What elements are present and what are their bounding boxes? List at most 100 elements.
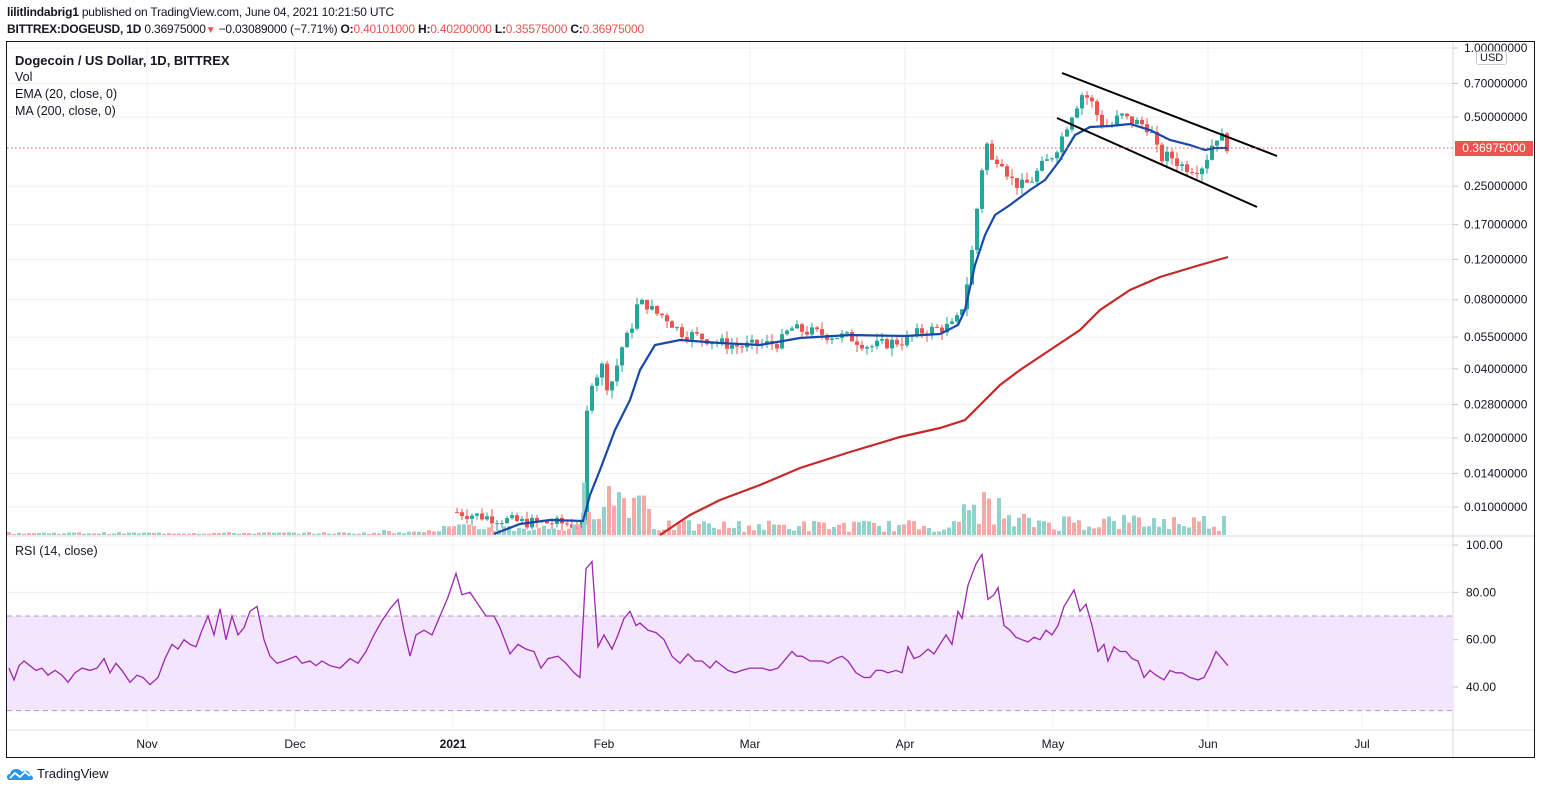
candle-down xyxy=(605,363,609,391)
channel-lower-trendline[interactable] xyxy=(1056,117,1258,208)
candle-up xyxy=(495,523,499,525)
volume-bar xyxy=(952,521,956,535)
legend-rsi[interactable]: RSI (14, close) xyxy=(15,544,98,558)
legend-title[interactable]: Dogecoin / US Dollar, 1D, BITTREX xyxy=(15,53,230,68)
currency-badge[interactable]: USD xyxy=(1476,51,1508,65)
volume-bar xyxy=(27,533,31,535)
volume-bar xyxy=(847,531,851,535)
volume-bar xyxy=(32,533,36,535)
candle-up xyxy=(630,328,634,333)
main-pane-legend: Dogecoin / US Dollar, 1D, BITTREX Vol EM… xyxy=(15,52,230,120)
volume-bar xyxy=(147,532,151,535)
candle-down xyxy=(1000,163,1004,167)
candle-up xyxy=(470,515,474,519)
volume-bar xyxy=(437,531,441,535)
volume-bar xyxy=(852,521,856,535)
volume-bar xyxy=(292,532,296,535)
volume-bar xyxy=(22,533,26,535)
candle-up xyxy=(500,523,504,525)
tradingview-cloud-icon xyxy=(7,768,33,780)
volume-bar xyxy=(702,521,706,535)
volume-bar xyxy=(1047,522,1051,535)
volume-bar xyxy=(1087,526,1091,535)
volume-bar xyxy=(182,533,186,535)
candle-up xyxy=(1050,158,1054,160)
candle-down xyxy=(885,339,889,349)
volume-bar xyxy=(427,530,431,535)
volume-bar xyxy=(842,522,846,535)
candle-up xyxy=(930,326,934,336)
volume-bar xyxy=(602,506,606,535)
volume-bar xyxy=(887,520,891,535)
candle-up xyxy=(625,332,629,348)
candle-up xyxy=(615,365,619,382)
candle-down xyxy=(735,345,739,347)
candle-up xyxy=(970,249,974,285)
volume-bar xyxy=(937,531,941,535)
candle-down xyxy=(895,339,899,345)
volume-bar xyxy=(592,519,596,535)
tradingview-logo[interactable]: TradingView xyxy=(7,766,109,781)
candle-up xyxy=(730,345,734,349)
volume-bar xyxy=(112,533,116,535)
candle-up xyxy=(915,328,919,336)
volume-bar xyxy=(1117,529,1121,535)
candle-up xyxy=(485,516,489,520)
volume-bar xyxy=(762,529,766,535)
legend-ma[interactable]: MA (200, close, 0) xyxy=(15,104,116,118)
low-value: 0.35575000 xyxy=(505,22,568,36)
candle-up xyxy=(520,518,524,522)
volume-bar xyxy=(632,497,636,535)
candle-down xyxy=(815,327,819,330)
volume-bar xyxy=(217,532,221,535)
candle-up xyxy=(795,324,799,329)
volume-bar xyxy=(967,510,971,535)
volume-bar xyxy=(567,528,571,535)
volume-bar xyxy=(1052,529,1056,535)
legend-volume[interactable]: Vol xyxy=(15,70,33,84)
candle-down xyxy=(1225,133,1229,152)
volume-bar xyxy=(892,531,896,535)
volume-bar xyxy=(432,531,436,535)
publisher-name[interactable]: lilitlindabrig1 xyxy=(7,5,79,19)
volume-bar xyxy=(92,533,96,535)
candle-up xyxy=(750,339,754,343)
candle-down xyxy=(490,516,494,524)
candle-down xyxy=(860,344,864,349)
volume-bar xyxy=(1197,521,1201,535)
candle-up xyxy=(585,410,589,521)
volume-bar xyxy=(442,525,446,535)
volume-bar xyxy=(1122,514,1126,535)
volume-bar xyxy=(397,532,401,535)
volume-bar xyxy=(312,533,316,535)
candle-up xyxy=(1060,136,1064,153)
legend-ema[interactable]: EMA (20, close, 0) xyxy=(15,87,118,101)
candle-up xyxy=(510,515,514,519)
volume-bar xyxy=(1177,524,1181,535)
volume-bar xyxy=(1062,516,1066,535)
volume-bar xyxy=(747,525,751,535)
volume-bar xyxy=(267,532,271,535)
volume-bar xyxy=(47,533,51,535)
volume-bar xyxy=(782,524,786,535)
rsi-line xyxy=(8,552,1229,686)
price-change: −0.03089000 (−7.71%) xyxy=(218,22,338,36)
candle-down xyxy=(1100,114,1104,126)
volume-bar xyxy=(367,533,371,535)
volume-bar xyxy=(522,528,526,535)
volume-bar xyxy=(142,532,146,535)
candle-down xyxy=(1185,164,1189,173)
open-value: 0.40101000 xyxy=(353,22,415,36)
candle-down xyxy=(755,339,759,346)
volume-bar xyxy=(482,529,486,535)
candle-up xyxy=(1200,168,1204,175)
volume-bar xyxy=(132,532,136,535)
volume-bar xyxy=(1182,526,1186,535)
candle-down xyxy=(460,512,464,517)
channel-upper-trendline[interactable] xyxy=(1061,72,1278,157)
volume-bar xyxy=(352,533,356,535)
candle-up xyxy=(1065,129,1069,137)
volume-bar xyxy=(597,518,601,535)
candle-up xyxy=(955,315,959,322)
